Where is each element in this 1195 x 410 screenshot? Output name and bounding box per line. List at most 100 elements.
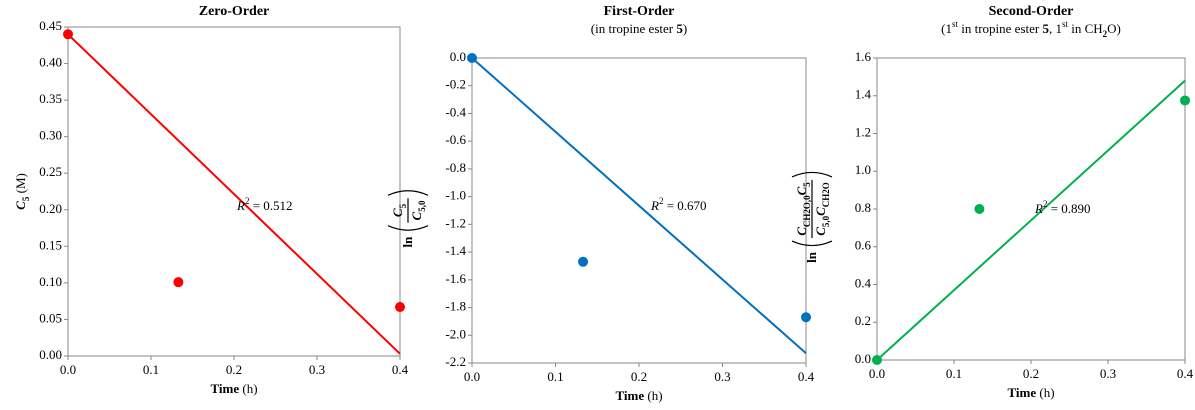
y-tick-label: 0.6 [855,238,872,253]
text-part: 2 [802,209,812,214]
text-part: = 0.512 [249,198,292,213]
trendline [876,79,1186,361]
text-part: CH [821,194,831,208]
text-part: C [794,227,809,236]
y-tick-label: -0.4 [445,104,466,119]
x-tick-label: 0.3 [309,362,325,377]
x-tick-label: 0.3 [714,369,730,384]
text-part: 5 [21,196,31,201]
x-tick-label: 0.0 [60,362,76,377]
x-tick-label: 0.3 [1100,366,1116,381]
data-point [173,277,184,288]
text-part: C [409,211,424,220]
x-tick-label: 0.1 [946,366,962,381]
y-tick-label: -1.2 [445,215,466,230]
paren-left [791,240,833,247]
text-part: R [650,198,659,213]
x-tick-label: 0.2 [226,362,242,377]
data-point [872,355,882,365]
text-part: C [813,227,828,236]
data-point [578,256,589,267]
y-tick-label: -2.2 [445,354,466,369]
text-part: C [13,201,28,210]
y-label-denominator: C5,0 [409,200,427,220]
y-label-prefix: ln [400,236,415,248]
y-tick-label: 0.30 [39,128,62,143]
text-part: , 1 [1049,21,1062,36]
y-label-denominator: C5,0CCH2O [813,182,831,236]
paren-left [387,225,429,231]
text-part: 5,0 [821,215,831,227]
text-part: 5,0 [417,200,427,212]
text-part: = 0.670 [663,198,706,213]
y-tick-label: 0.15 [39,237,62,252]
y-label-numerator: C5 [390,203,408,217]
text-part: (M) [13,173,28,196]
x-tick-label: 0.0 [869,366,885,381]
y-tick-label: 0.25 [39,164,62,179]
chart-subtitle: (1st in tropine ester 5, 1st in CH2O) [941,19,1121,39]
y-tick-label: 0.40 [39,55,62,70]
text-part: (in tropine ester [591,21,677,36]
paren-right [387,190,429,196]
plot-frame [876,57,1186,361]
data-point [974,204,985,214]
x-axis-label: Time (h) [210,381,257,396]
text-part: O [821,182,831,189]
text-part: in CH [1068,21,1103,36]
r-squared-annotation: R2 = 0.890 [1034,199,1091,216]
x-tick-label: 0.2 [1023,366,1039,381]
text-part: 5 [676,21,683,36]
y-tick-label: 0.45 [39,18,62,33]
text-part: R [1034,201,1043,216]
x-axis-label: Time (h) [615,388,662,403]
x-tick-label: 0.0 [464,369,480,384]
y-axis-label: C5 (M) [13,173,31,210]
text-part: R [236,198,245,213]
subplot: First-Order (in tropine ester 5) -2.2 -2.0 -… [387,4,815,403]
x-tick-label: 0.4 [1177,366,1194,381]
y-tick-label: 1.2 [855,124,871,139]
x-tick-label: 0.1 [547,369,563,384]
subplot: Zero-Order0.000.050.100.150.200.250.300.… [13,4,409,396]
x-axis-label: Time (h) [1007,385,1054,400]
text-part: C [794,186,809,195]
text-part: 2 [659,196,664,206]
y-tick-label: -1.8 [445,299,466,314]
data-point [1180,95,1190,106]
y-tick-label: 0.10 [39,274,62,289]
trendline [471,57,807,355]
y-tick-label: 1.0 [855,162,871,177]
text-part: = 0.890 [1047,201,1090,216]
text-part: C [813,207,828,216]
y-tick-label: -2.0 [445,326,466,341]
x-tick-label: 0.4 [392,362,409,377]
y-tick-label: -0.2 [445,77,466,92]
text-part: (h) [239,381,257,396]
y-tick-label: 0.0 [450,49,466,64]
text-part: in tropine ester [958,21,1042,36]
r-squared-annotation: R2 = 0.512 [236,196,293,213]
text-part: CH [802,214,812,228]
y-tick-label: 1.6 [855,49,872,64]
y-label-numerator: CCH2O,0C5 [794,182,812,236]
text-part: (h) [1036,385,1054,400]
text-part: C [390,208,405,217]
trendline [67,33,401,355]
text-part: O,0 [802,195,812,209]
text-part: (1 [941,21,952,36]
y-tick-label: 0.20 [39,201,62,216]
text-part: st [952,19,959,29]
text-part: O) [1107,21,1121,36]
data-point [467,53,477,63]
y-tick-label: 0.35 [39,91,62,106]
y-tick-label: 0.0 [855,351,871,366]
data-point [63,29,73,40]
text-part: ) [683,21,687,36]
r-squared-annotation: R2 = 0.670 [650,196,707,213]
text-part: 2 [1043,199,1048,209]
